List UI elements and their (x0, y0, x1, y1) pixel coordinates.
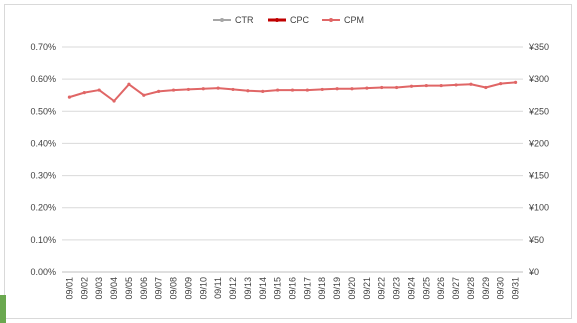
data-point-cpm (469, 82, 473, 86)
data-point-cpm (380, 85, 384, 90)
data-point-cpm (409, 84, 414, 88)
data-point-cpm (290, 88, 295, 92)
data-point-cpm (97, 88, 101, 92)
x-tick-label: 09/05 (124, 277, 134, 300)
data-point-cpm (350, 87, 354, 91)
data-point-cpm (231, 87, 235, 92)
x-tick-label: 09/30 (496, 277, 506, 300)
x-tick-label: 09/07 (154, 277, 164, 300)
data-point-cpm (320, 87, 324, 92)
series-layer (67, 80, 518, 103)
data-point-cpm (305, 88, 309, 92)
data-point-cpm (246, 89, 250, 93)
x-tick-label: 09/18 (317, 277, 327, 300)
data-point-cpm (513, 80, 518, 84)
x-tick-label: 09/28 (466, 277, 476, 300)
right-tick-label: ¥200 (528, 138, 549, 148)
data-point-cpm (127, 82, 131, 86)
data-point-cpm (424, 83, 428, 88)
x-tick-label: 09/21 (362, 277, 372, 300)
x-tick-label: 09/31 (511, 277, 521, 300)
gridlines (62, 46, 523, 273)
data-point-cpm (454, 83, 458, 87)
right-tick-label: ¥100 (528, 203, 549, 213)
legend-marker (329, 18, 333, 22)
x-tick-label: 09/17 (302, 277, 312, 300)
x-tick-label: 09/22 (377, 277, 387, 300)
x-tick-label: 09/10 (198, 277, 208, 300)
data-point-cpm (82, 91, 86, 95)
data-point-cpm (201, 87, 205, 91)
x-tick-label: 09/12 (228, 277, 238, 300)
legend-label: CPM (344, 15, 364, 25)
left-tick-label: 0.40% (30, 138, 56, 148)
right-tick-label: ¥350 (528, 42, 549, 52)
data-point-cpm (365, 86, 369, 90)
x-tick-label: 09/19 (332, 277, 342, 300)
x-tick-label: 09/20 (347, 277, 357, 300)
right-tick-label: ¥0 (528, 267, 539, 277)
data-point-cpm (499, 82, 503, 86)
x-tick-label: 09/27 (451, 277, 461, 300)
x-tick-label: 09/06 (139, 277, 149, 300)
data-point-cpm (112, 99, 116, 103)
x-tick-label: 09/02 (79, 277, 89, 300)
data-point-cpm (439, 83, 443, 88)
legend: CTR CPC CPM (213, 15, 364, 25)
data-point-cpm (142, 93, 146, 97)
data-point-cpm (186, 87, 191, 92)
x-tick-label: 09/09 (183, 277, 193, 300)
x-tick-label: 09/26 (436, 277, 446, 300)
x-tick-label: 09/11 (213, 277, 223, 299)
right-tick-label: ¥50 (528, 235, 544, 245)
legend-marker (275, 18, 279, 22)
left-tick-label: 0.70% (30, 42, 56, 52)
data-point-cpm (67, 95, 72, 99)
data-point-cpm (484, 85, 488, 90)
data-point-cpm (261, 89, 265, 93)
x-tick-label: 09/25 (421, 277, 431, 300)
right-tick-label: ¥300 (528, 74, 549, 84)
data-point-cpm (216, 86, 220, 90)
data-point-cpm (157, 89, 161, 93)
series-line-cpm (69, 81, 516, 102)
left-tick-label: 0.50% (30, 106, 56, 116)
left-tick-label: 0.10% (30, 235, 56, 245)
x-tick-label: 09/08 (169, 277, 179, 300)
series-cpm (67, 80, 518, 103)
left-tick-label: 0.20% (30, 203, 56, 213)
data-point-cpm (171, 88, 176, 92)
legend-label: CPC (290, 15, 310, 25)
x-tick-label: 09/16 (288, 277, 298, 300)
legend-marker (220, 18, 224, 22)
data-point-cpm (335, 87, 339, 91)
x-tick-label: 09/29 (481, 277, 491, 300)
x-tick-label: 09/15 (273, 277, 283, 300)
x-tick-label: 09/14 (258, 277, 268, 300)
left-tick-label: 0.60% (30, 74, 56, 84)
x-tick-label: 09/03 (94, 277, 104, 300)
x-tick-label: 09/24 (406, 277, 416, 300)
legend-label: CTR (235, 15, 254, 25)
legend-item-cpm: CPM (322, 15, 364, 25)
chart-frame (4, 4, 572, 319)
window-edge-strip (0, 295, 6, 323)
legend-item-ctr: CTR (213, 15, 254, 25)
left-tick-label: 0.30% (30, 171, 56, 181)
data-point-cpm (394, 85, 399, 90)
x-tick-label: 09/01 (64, 277, 74, 300)
left-axis-ticks: 0.00% 0.10% 0.20% 0.30% 0.40% 0.50% 0.60% 0.70% (30, 42, 56, 277)
x-tick-label: 09/23 (392, 277, 402, 300)
x-tick-label: 09/04 (109, 277, 119, 300)
left-tick-label: 0.00% (30, 267, 56, 277)
right-axis-ticks: ¥0 ¥50 ¥100 ¥150 ¥200 ¥250 ¥300 ¥350 (528, 42, 549, 277)
data-point-cpm (276, 88, 280, 92)
x-tick-label: 09/13 (243, 277, 253, 300)
legend-item-cpc: CPC (268, 15, 310, 25)
right-tick-label: ¥150 (528, 171, 549, 181)
right-tick-label: ¥250 (528, 106, 549, 116)
x-axis-ticks: 09/01 09/02 09/03 09/04 09/05 09/06 09/07 09/08… (64, 277, 520, 300)
